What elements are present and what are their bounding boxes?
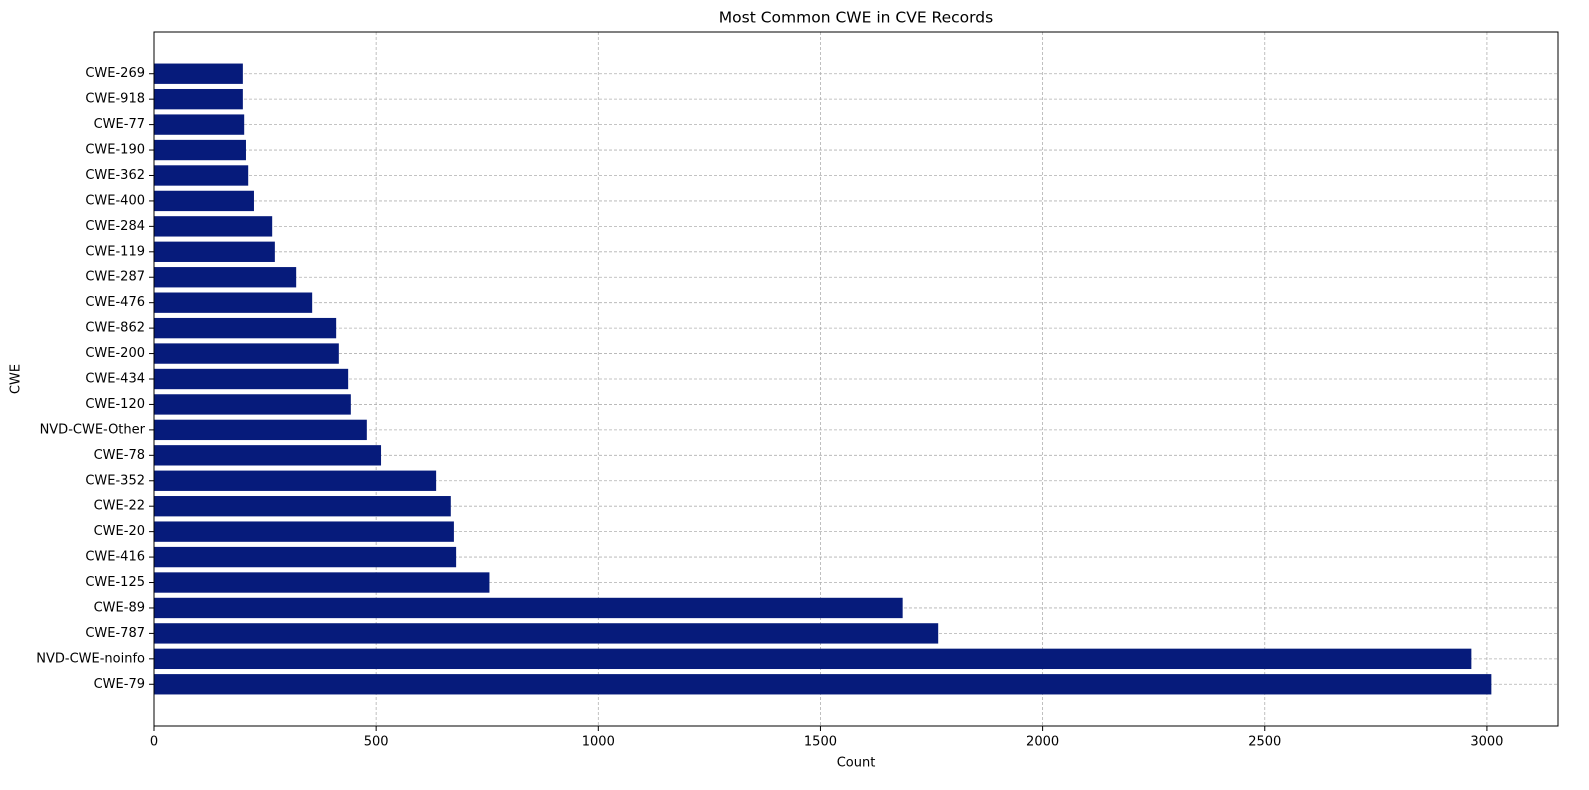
bar <box>154 546 457 568</box>
x-tick-label: 2500 <box>1248 735 1281 750</box>
y-tick-label: CWE-862 <box>85 321 145 336</box>
y-tick-label: CWE-119 <box>85 244 145 259</box>
x-tick-label: 2000 <box>1026 735 1059 750</box>
y-tick-label: CWE-918 <box>85 92 145 107</box>
bar <box>154 419 367 441</box>
y-tick-label: CWE-125 <box>85 575 145 590</box>
x-axis-label: Count <box>837 756 876 771</box>
y-tick-label: CWE-476 <box>85 295 145 310</box>
bar <box>154 190 254 212</box>
bar <box>154 216 273 237</box>
y-tick-label: CWE-22 <box>94 499 145 514</box>
y-tick-label: CWE-78 <box>94 448 145 463</box>
y-tick-label: NVD-CWE-Other <box>40 422 146 437</box>
y-tick-label: CWE-190 <box>85 143 145 158</box>
bar <box>154 674 1492 695</box>
bar <box>154 343 339 364</box>
bar <box>154 241 275 262</box>
y-tick-label: CWE-20 <box>94 524 145 539</box>
x-tick-label: 3000 <box>1470 735 1503 750</box>
bar <box>154 394 351 415</box>
y-tick-label: CWE-79 <box>94 677 145 692</box>
bar <box>154 648 1472 670</box>
bar <box>154 521 454 542</box>
bar <box>154 88 243 110</box>
y-axis-label: CWE <box>9 364 24 394</box>
y-tick-label: CWE-416 <box>85 550 145 565</box>
y-tick-label: CWE-352 <box>85 473 145 488</box>
y-tick-label: CWE-200 <box>85 346 145 361</box>
bar <box>154 63 243 84</box>
x-tick-label: 500 <box>364 735 389 750</box>
y-tick-label: CWE-434 <box>85 372 145 387</box>
x-tick-label: 1500 <box>804 735 837 750</box>
y-tick-label: CWE-269 <box>85 66 145 81</box>
bar <box>154 114 245 135</box>
plot-frame <box>153 31 1559 727</box>
bar <box>154 572 490 593</box>
bar <box>154 368 349 390</box>
y-tick-label: CWE-89 <box>94 600 145 615</box>
bar <box>154 267 297 288</box>
bar <box>154 292 313 313</box>
x-tick-label: 1000 <box>582 735 615 750</box>
bar <box>154 496 451 517</box>
bar <box>154 317 337 339</box>
y-tick-label: CWE-120 <box>85 397 145 412</box>
bar <box>154 623 939 644</box>
x-tick-label: 0 <box>150 735 158 750</box>
y-tick-label: NVD-CWE-noinfo <box>36 651 145 666</box>
bar <box>154 445 382 466</box>
bar <box>154 470 437 491</box>
y-tick-label: CWE-77 <box>94 117 145 132</box>
bar <box>154 597 903 619</box>
chart-title: Most Common CWE in CVE Records <box>719 9 993 27</box>
y-tick-label: CWE-284 <box>85 219 145 234</box>
y-tick-label: CWE-787 <box>85 626 145 641</box>
bar <box>154 139 246 161</box>
y-tick-label: CWE-362 <box>85 168 145 183</box>
bar <box>154 165 249 186</box>
y-tick-label: CWE-400 <box>85 193 145 208</box>
y-tick-label: CWE-287 <box>85 270 145 285</box>
